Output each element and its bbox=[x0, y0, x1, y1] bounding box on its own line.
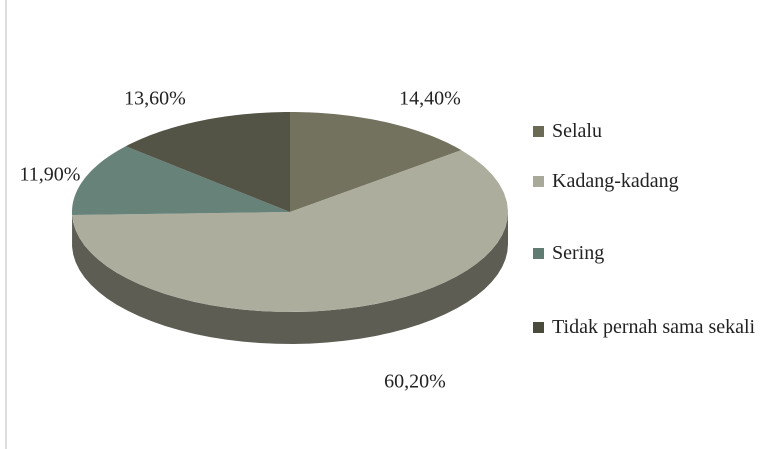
legend-label: Kadang-kadang bbox=[552, 168, 679, 194]
data-label: 14,40% bbox=[399, 88, 461, 110]
data-label: 13,60% bbox=[124, 88, 186, 110]
legend-label: Tidak pernah sama sekali bbox=[552, 314, 755, 340]
plot: 14,40% 60,20% 11,90% 13,60% bbox=[0, 0, 772, 449]
legend-label: Selalu bbox=[552, 118, 602, 144]
legend-swatch bbox=[533, 248, 544, 259]
legend-swatch bbox=[533, 126, 544, 137]
legend-item: Kadang-kadang bbox=[533, 168, 768, 194]
data-label: 60,20% bbox=[384, 371, 446, 393]
legend-item: Sering bbox=[533, 240, 768, 266]
legend-swatch bbox=[533, 322, 544, 333]
legend-label: Sering bbox=[552, 240, 604, 266]
chart: 14,40% 60,20% 11,90% 13,60% Selalu Kadang-ka… bbox=[0, 0, 772, 449]
data-label: 11,90% bbox=[20, 164, 81, 186]
legend-item: Tidak pernah sama sekali bbox=[533, 314, 768, 340]
legend-item: Selalu bbox=[533, 118, 768, 144]
legend-swatch bbox=[533, 176, 544, 187]
